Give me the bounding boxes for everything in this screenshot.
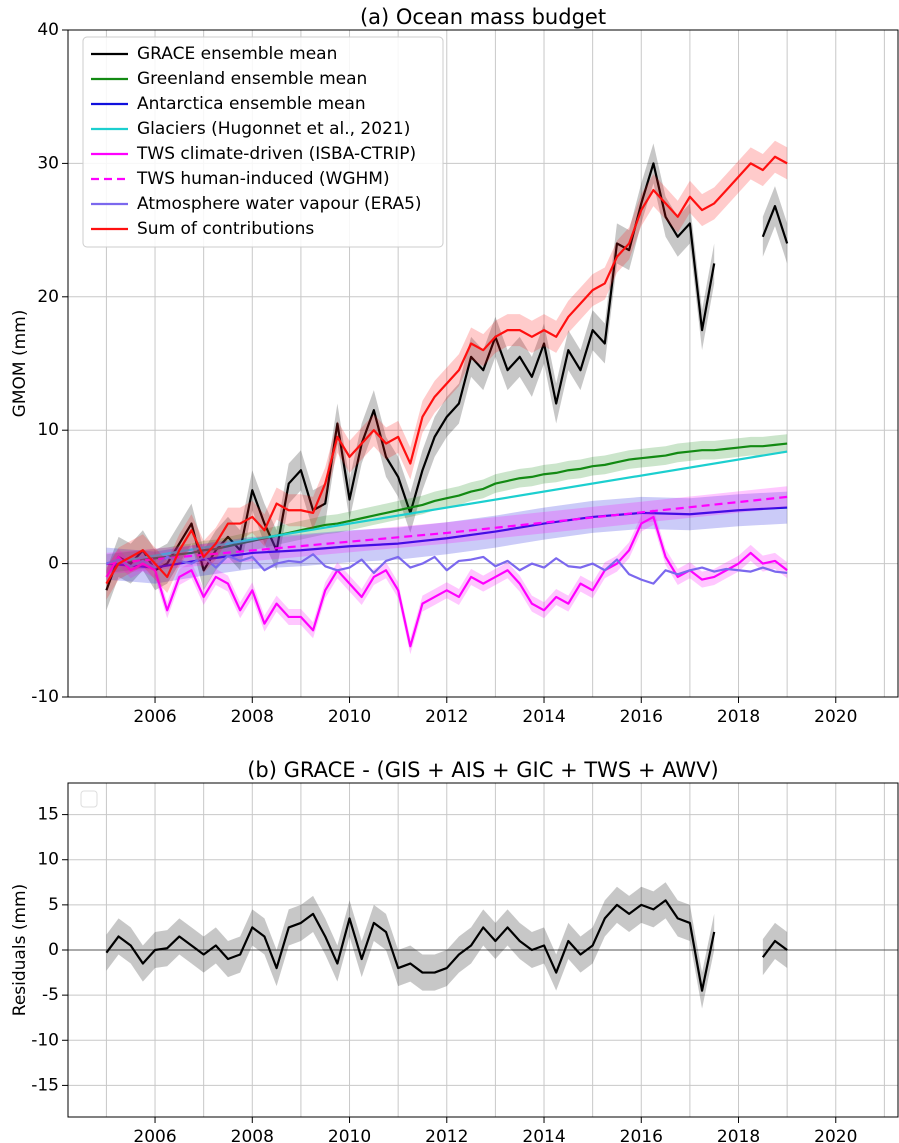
uncertainty-band bbox=[106, 882, 715, 1009]
y-tick-label: 20 bbox=[37, 287, 59, 307]
x-tick-label: 2012 bbox=[425, 1127, 468, 1143]
legend-label: Sum of contributions bbox=[137, 219, 314, 239]
plot-area bbox=[105, 882, 788, 1009]
legend-label: Greenland ensemble mean bbox=[137, 69, 367, 89]
uncertainty-band bbox=[106, 434, 788, 573]
chart-title: (a) Ocean mass budget bbox=[360, 5, 606, 29]
plot-area bbox=[105, 140, 789, 655]
series-line bbox=[106, 450, 788, 565]
y-axis-label: GMOM (mm) bbox=[10, 310, 30, 418]
legend-label: GRACE ensemble mean bbox=[137, 44, 337, 64]
uncertainty-band bbox=[106, 486, 788, 575]
chart-title: (b) GRACE - (GIS + AIS + GIC + TWS + AWV… bbox=[247, 758, 719, 782]
series-line bbox=[106, 442, 788, 565]
y-tick-label: -15 bbox=[31, 1075, 59, 1095]
series-line bbox=[106, 495, 788, 565]
uncertainty-band bbox=[762, 186, 788, 264]
x-tick-label: 2014 bbox=[522, 1127, 565, 1143]
y-tick-label: 15 bbox=[37, 805, 59, 825]
uncertainty-band bbox=[106, 143, 715, 611]
x-tick-label: 2018 bbox=[717, 707, 760, 727]
plot-frame bbox=[67, 29, 899, 698]
x-tick-label: 2020 bbox=[814, 1127, 857, 1143]
x-tick-label: 2012 bbox=[425, 707, 468, 727]
series-line bbox=[106, 506, 788, 569]
x-tick-label: 2014 bbox=[522, 707, 565, 727]
y-axis-label: Residuals (mm) bbox=[10, 884, 30, 1016]
legend-box bbox=[82, 36, 444, 248]
legend-label: TWS human-induced (WGHM) bbox=[136, 169, 390, 189]
y-tick-label: -5 bbox=[42, 985, 59, 1005]
legend-label: Antarctica ensemble mean bbox=[137, 94, 366, 114]
y-tick-label: 0 bbox=[48, 554, 59, 574]
y-tick-label: -10 bbox=[31, 1030, 59, 1050]
series-line bbox=[105, 515, 788, 648]
uncertainty-band bbox=[762, 922, 788, 976]
series-line bbox=[105, 155, 788, 585]
x-tick-label: 2016 bbox=[620, 707, 663, 727]
y-tick-label: 10 bbox=[37, 850, 59, 870]
y-tick-label: 30 bbox=[37, 153, 59, 173]
legend-box bbox=[80, 790, 98, 808]
y-tick-label: -10 bbox=[31, 687, 59, 707]
legend-label: Glaciers (Hugonnet et al., 2021) bbox=[137, 119, 410, 139]
x-tick-label: 2006 bbox=[133, 1127, 176, 1143]
plot-frame bbox=[67, 782, 899, 1118]
y-tick-label: 10 bbox=[37, 420, 59, 440]
x-tick-label: 2016 bbox=[620, 1127, 663, 1143]
legend-label: Atmosphere water vapour (ERA5) bbox=[137, 194, 422, 214]
y-tick-label: 0 bbox=[48, 940, 59, 960]
x-tick-label: 2010 bbox=[328, 707, 371, 727]
x-tick-label: 2018 bbox=[717, 1127, 760, 1143]
series-line bbox=[106, 553, 788, 585]
legend-label: TWS climate-driven (ISBA-CTRIP) bbox=[136, 144, 416, 164]
y-tick-label: 5 bbox=[48, 895, 59, 915]
x-tick-label: 2010 bbox=[328, 1127, 371, 1143]
x-tick-label: 2008 bbox=[231, 707, 274, 727]
y-tick-label: 40 bbox=[37, 20, 59, 40]
x-tick-label: 2020 bbox=[814, 707, 857, 727]
x-tick-label: 2006 bbox=[133, 707, 176, 727]
x-tick-label: 2008 bbox=[231, 1127, 274, 1143]
series-line bbox=[105, 899, 788, 992]
